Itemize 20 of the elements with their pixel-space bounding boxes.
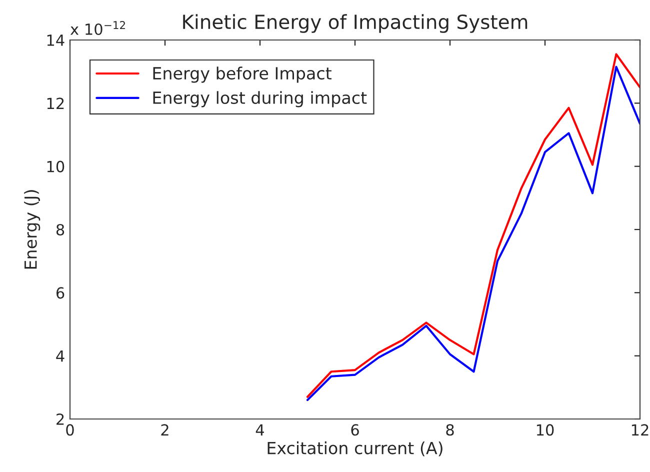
legend-label: Energy before Impact — [153, 66, 332, 83]
y-axis-title: Energy (J) — [24, 190, 40, 269]
y-tick-label: 4 — [56, 350, 64, 362]
y-tick-label: 12 — [47, 98, 64, 109]
y-tick-label: 14 — [47, 34, 64, 46]
legend-label: Energy lost during impact — [153, 91, 367, 108]
text: x 10$^{−12}$ — [70, 21, 125, 36]
chart-title: Kinetic Energy of Impacting System — [183, 14, 528, 33]
x-tick-label: 2 — [161, 424, 168, 436]
x-tick-label: 10 — [536, 424, 554, 436]
x-tick-label: 12 — [632, 424, 648, 436]
x-tick-label: 6 — [351, 424, 359, 436]
y-tick-label: 6 — [56, 287, 64, 299]
x-tick-label: 4 — [256, 424, 264, 436]
x-axis-title: Excitation current (A) — [268, 441, 442, 456]
y-tick-label: 10 — [47, 160, 64, 172]
x-tick-label: 8 — [446, 424, 454, 436]
y-tick-label: 8 — [56, 224, 64, 236]
x-tick-label: 0 — [66, 424, 74, 436]
y-tick-label: 2 — [56, 413, 64, 425]
